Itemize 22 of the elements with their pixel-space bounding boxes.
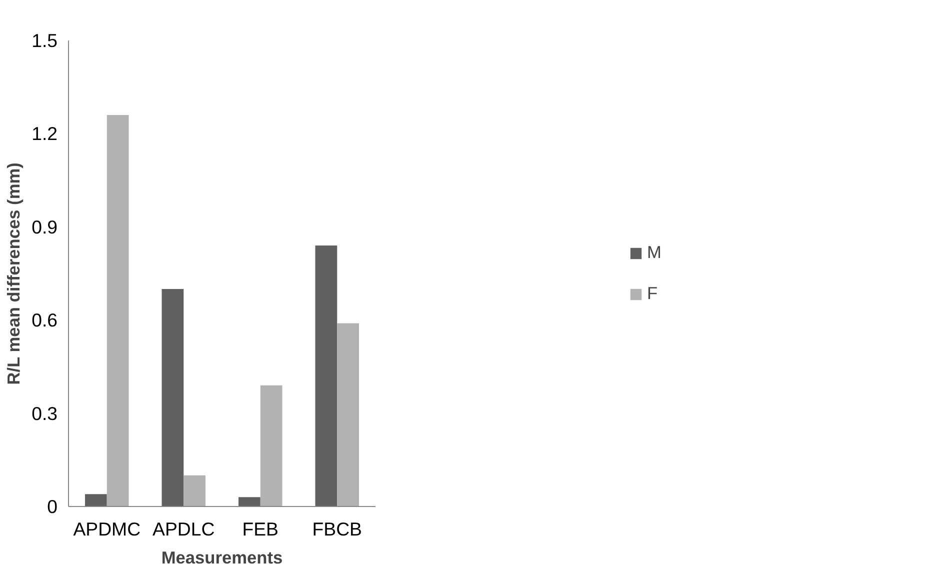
x-tick-label: APDLC (152, 518, 215, 540)
x-axis-title: Measurements (161, 548, 283, 568)
bar (184, 475, 206, 506)
y-tick-label: 1.2 (32, 123, 58, 144)
x-tick-label: APDMC (73, 518, 141, 540)
bar (260, 385, 282, 506)
legend-label: M (647, 242, 662, 263)
x-tick-label: FBCB (312, 518, 362, 540)
y-tick-label: 0.9 (32, 216, 58, 238)
y-tick-label: 1.5 (32, 30, 58, 51)
bar (106, 115, 129, 506)
y-tick-label: 0 (47, 496, 58, 517)
x-tick-label: FEB (242, 518, 279, 540)
bar (337, 323, 359, 506)
y-tick-label: 0.6 (32, 310, 58, 331)
y-tick-label: 0.3 (32, 402, 58, 424)
bar (162, 289, 184, 506)
bar (85, 494, 107, 506)
y-axis-title: R/L mean differences (mm) (4, 162, 24, 385)
bar (238, 497, 260, 506)
legend-label: F (647, 283, 659, 304)
bar (315, 246, 338, 506)
